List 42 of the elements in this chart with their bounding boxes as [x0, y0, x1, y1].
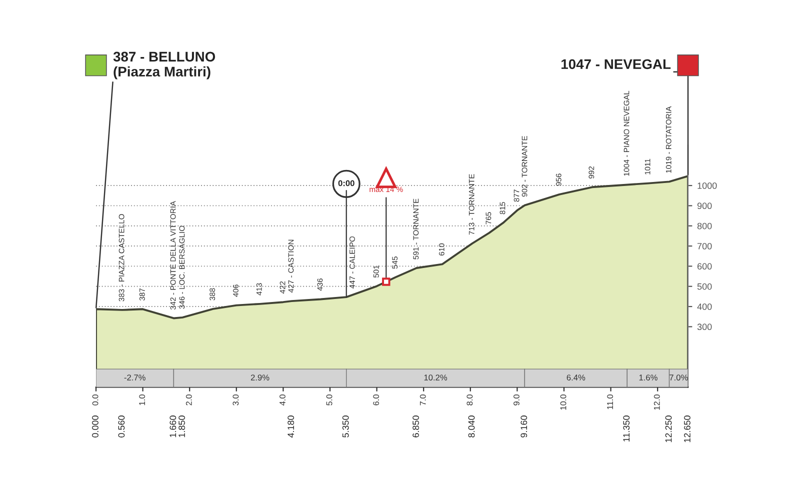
band-label: 10.2%: [424, 374, 448, 380]
x2-tick-label: 9.160: [520, 416, 528, 438]
x-tick-label: 1.0: [139, 394, 146, 406]
y-tick-label: 800: [697, 222, 712, 230]
x2-tick-label: 0.560: [118, 416, 125, 438]
y-tick-label: 300: [697, 324, 712, 330]
x-tick-label: 10.0: [560, 394, 566, 410]
x2-tick-label: 11.350: [623, 416, 630, 442]
y-tick-label: 700: [697, 243, 712, 250]
band-label: 7.0%: [670, 374, 688, 380]
x-tick-label: 0.0: [92, 394, 98, 406]
x2-tick-label: 6.850: [412, 416, 419, 438]
band-label: 6.4%: [566, 374, 586, 380]
x2-tick-label: 0.000: [92, 416, 98, 438]
x-tick-label: 7.0: [420, 394, 426, 406]
x-tick-label: 8.0: [466, 394, 473, 406]
band-label: -2.7%: [124, 374, 146, 380]
x2-tick-label: 4.180: [288, 416, 294, 438]
x2-tick-label: 1.660: [170, 416, 176, 438]
annotation: 387 - BELLUNO (Piazza Martiri): [113, 52, 216, 80]
x-tick-label: 4.0: [280, 394, 286, 406]
x-tick-label: 12.0: [654, 394, 660, 410]
x2-tick-label: 12.650: [684, 416, 690, 442]
x2-tick-label: 12.250: [665, 416, 672, 442]
y-tick-label: 400: [697, 304, 712, 310]
x2-tick-label: 8.040: [468, 416, 475, 438]
y-tick-label: 600: [697, 263, 712, 270]
x-tick-label: 5.0: [326, 394, 332, 406]
y-tick-label: 1000: [698, 182, 717, 189]
x-tick-label: 6.0: [373, 394, 380, 406]
x2-tick-label: 5.350: [342, 416, 349, 438]
annotation: 1047 - NEVEGAL: [562, 59, 671, 70]
y-tick-label: 500: [697, 283, 712, 290]
band-label: 1.6%: [639, 374, 658, 380]
band-label: 2.9%: [250, 374, 270, 380]
x-tick-label: 2.0: [186, 394, 192, 406]
x2-tick-label: 1.850: [178, 416, 185, 438]
annotation: 0:00: [338, 180, 354, 186]
x-tick-label: 9.0: [514, 394, 520, 406]
x-tick-label: 3.0: [232, 394, 239, 406]
x-tick-label: 11.0: [607, 394, 614, 410]
y-tick-label: 900: [697, 202, 712, 210]
